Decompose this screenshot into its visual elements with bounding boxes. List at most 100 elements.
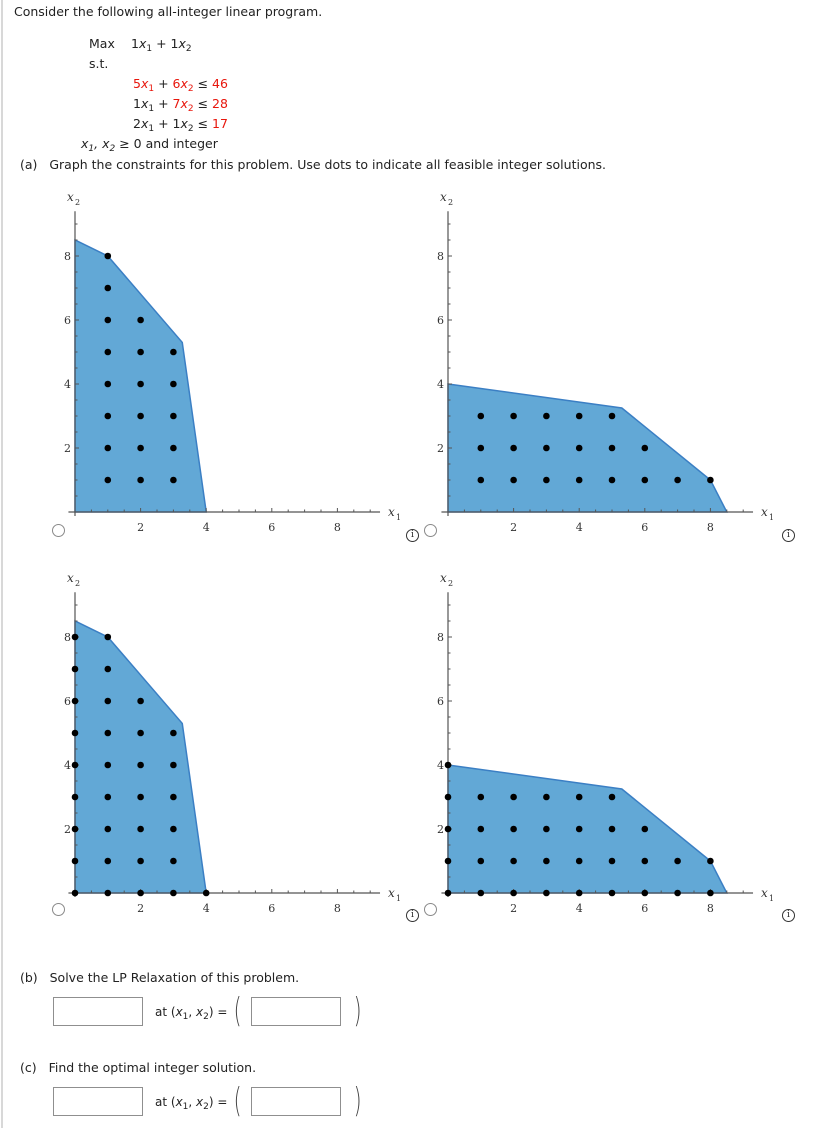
integer-point (104, 697, 112, 705)
integer-point (674, 476, 681, 484)
subscript: 1 (148, 124, 155, 134)
integer-point (608, 857, 616, 865)
option-4-radio[interactable] (424, 903, 437, 916)
integer-point (137, 825, 144, 833)
constraint-rhs: 28 (212, 96, 228, 111)
part-b-label: (b) (20, 970, 38, 985)
integer-point (137, 444, 144, 452)
integer-point (104, 665, 112, 673)
feasible-region (447, 383, 729, 513)
objective-var-2: x (178, 36, 186, 51)
y-tick-label: 8 (64, 250, 71, 263)
integer-point (104, 889, 112, 897)
integer-point (71, 697, 79, 705)
integer-point (707, 476, 714, 484)
x-axis-label: x (761, 505, 768, 519)
y-tick-label: 6 (437, 314, 444, 327)
option-2-info-icon[interactable]: i (782, 529, 795, 542)
constraint-list: 5x1 + 6x2 ≤ 46 1x1 + 7x2 ≤ 28 2x1 + 1x2 ≤ … (89, 74, 228, 134)
integer-point (575, 857, 583, 865)
nonnegativity-row: x1, x2 ≥ 0 and integer (81, 134, 228, 154)
integer-point (543, 889, 550, 897)
option-3-info-icon[interactable]: i (406, 909, 419, 922)
integer-point (510, 889, 517, 897)
integer-point (608, 476, 616, 484)
objective-sub-1: 1 (146, 44, 153, 54)
part-b-heading: (b) Solve the LP Relaxation of this prob… (20, 970, 299, 985)
option-1-info-icon[interactable]: i (406, 529, 419, 542)
integer-point (641, 857, 649, 865)
integer-point (104, 316, 112, 324)
x-tick-label: 8 (334, 902, 341, 915)
subscript: 2 (187, 104, 194, 114)
part-a-heading: (a) Graph the constraints for this probl… (20, 157, 606, 172)
integer-point (71, 857, 79, 865)
y-tick-label: 8 (437, 250, 444, 263)
option-3-radio[interactable] (52, 903, 65, 916)
integer-point (477, 889, 485, 897)
integer-point (104, 412, 112, 420)
integer-point (608, 825, 616, 833)
constraint-row: 2x1 + 1x2 ≤ 17 (133, 116, 228, 134)
x-axis-label-sub: 1 (396, 513, 401, 522)
integer-point (202, 889, 210, 897)
option-4-info-icon[interactable]: i (782, 909, 795, 922)
y-axis-label: x (67, 571, 74, 585)
integer-point (641, 476, 649, 484)
option-2-radio[interactable] (424, 524, 437, 537)
x-axis-label-sub: 1 (769, 513, 774, 522)
x-tick-label: 4 (576, 902, 583, 915)
x-tick-label: 8 (334, 521, 341, 534)
integer-point (71, 761, 79, 769)
nonneg-vars: x1, x2 (81, 136, 116, 154)
integer-point (543, 857, 550, 865)
subscript: 2 (187, 84, 194, 94)
feasible-region (447, 764, 729, 894)
y-tick-label: 6 (64, 695, 71, 708)
integer-point (170, 444, 177, 452)
y-tick-label: 4 (437, 378, 444, 391)
integer-solution-point-input[interactable] (251, 1087, 341, 1116)
y-tick-label: 8 (437, 631, 444, 644)
integer-point (608, 444, 616, 452)
constraint-row: 5x1 + 6x2 ≤ 46 (133, 76, 228, 94)
integer-point (137, 348, 144, 356)
integer-point (71, 665, 79, 673)
integer-solution-value-input[interactable] (53, 1087, 143, 1116)
integer-point (170, 412, 177, 420)
integer-point (477, 444, 485, 452)
integer-point (707, 857, 714, 865)
integer-point (137, 729, 144, 737)
integer-point (575, 412, 583, 420)
integer-point (510, 412, 517, 420)
integer-point (137, 476, 144, 484)
x-tick-label: 6 (268, 902, 275, 915)
integer-point (543, 825, 550, 833)
x-tick-label: 2 (137, 521, 144, 534)
part-b-text: Solve the LP Relaxation of this problem. (49, 970, 300, 985)
right-paren: ) (353, 991, 362, 1031)
integer-point (543, 793, 550, 801)
integer-point (575, 444, 583, 452)
integer-point (444, 761, 452, 769)
integer-point (137, 793, 144, 801)
x-axis-label-sub: 1 (396, 894, 401, 903)
integer-point (104, 284, 112, 292)
lp-relaxation-point-input[interactable] (251, 997, 341, 1026)
integer-point (104, 793, 112, 801)
option-1-radio[interactable] (52, 524, 65, 537)
lp-relaxation-value-input[interactable] (53, 997, 143, 1026)
integer-point (104, 857, 112, 865)
integer-point (170, 793, 177, 801)
integer-point (575, 889, 583, 897)
integer-point (104, 476, 112, 484)
constraint-term-2: 1x2 (172, 116, 194, 134)
integer-point (104, 380, 112, 388)
integer-point (477, 825, 485, 833)
objective-expression: 1x1 + 1x2 (131, 34, 192, 59)
x-tick-label: 6 (268, 521, 275, 534)
